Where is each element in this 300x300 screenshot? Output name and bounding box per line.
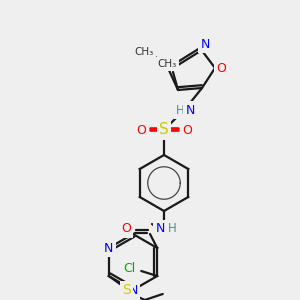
Text: H: H: [176, 103, 184, 116]
Text: Cl: Cl: [123, 262, 135, 275]
Text: O: O: [136, 124, 146, 136]
Text: N: N: [155, 223, 165, 236]
Text: H: H: [168, 223, 176, 236]
Text: N: N: [104, 242, 113, 254]
Text: S: S: [159, 122, 169, 137]
Text: S: S: [122, 283, 131, 297]
Text: N: N: [200, 38, 210, 50]
Text: CH₃: CH₃: [158, 59, 177, 69]
Text: N: N: [185, 103, 195, 116]
Text: O: O: [216, 61, 226, 74]
Text: O: O: [182, 124, 192, 136]
Text: CH₃: CH₃: [134, 47, 154, 57]
Text: O: O: [121, 223, 131, 236]
Text: N: N: [128, 284, 138, 296]
